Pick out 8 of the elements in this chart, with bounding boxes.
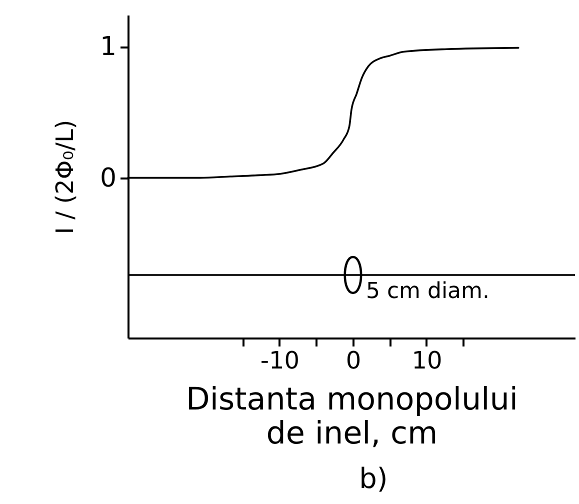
y-tick-label: 1 bbox=[100, 32, 116, 62]
annotation: 5 cm diam. bbox=[366, 278, 490, 304]
x-tick-label: 0 bbox=[346, 346, 362, 374]
text: b) bbox=[359, 462, 388, 495]
x-axis-title: Distanta monopolului de inel, cm bbox=[186, 382, 518, 452]
y-axis-title: I / (2Φ₀/L) bbox=[50, 120, 79, 234]
x-tick-label: -10 bbox=[260, 346, 300, 374]
x-tick-label: 10 bbox=[412, 346, 442, 374]
